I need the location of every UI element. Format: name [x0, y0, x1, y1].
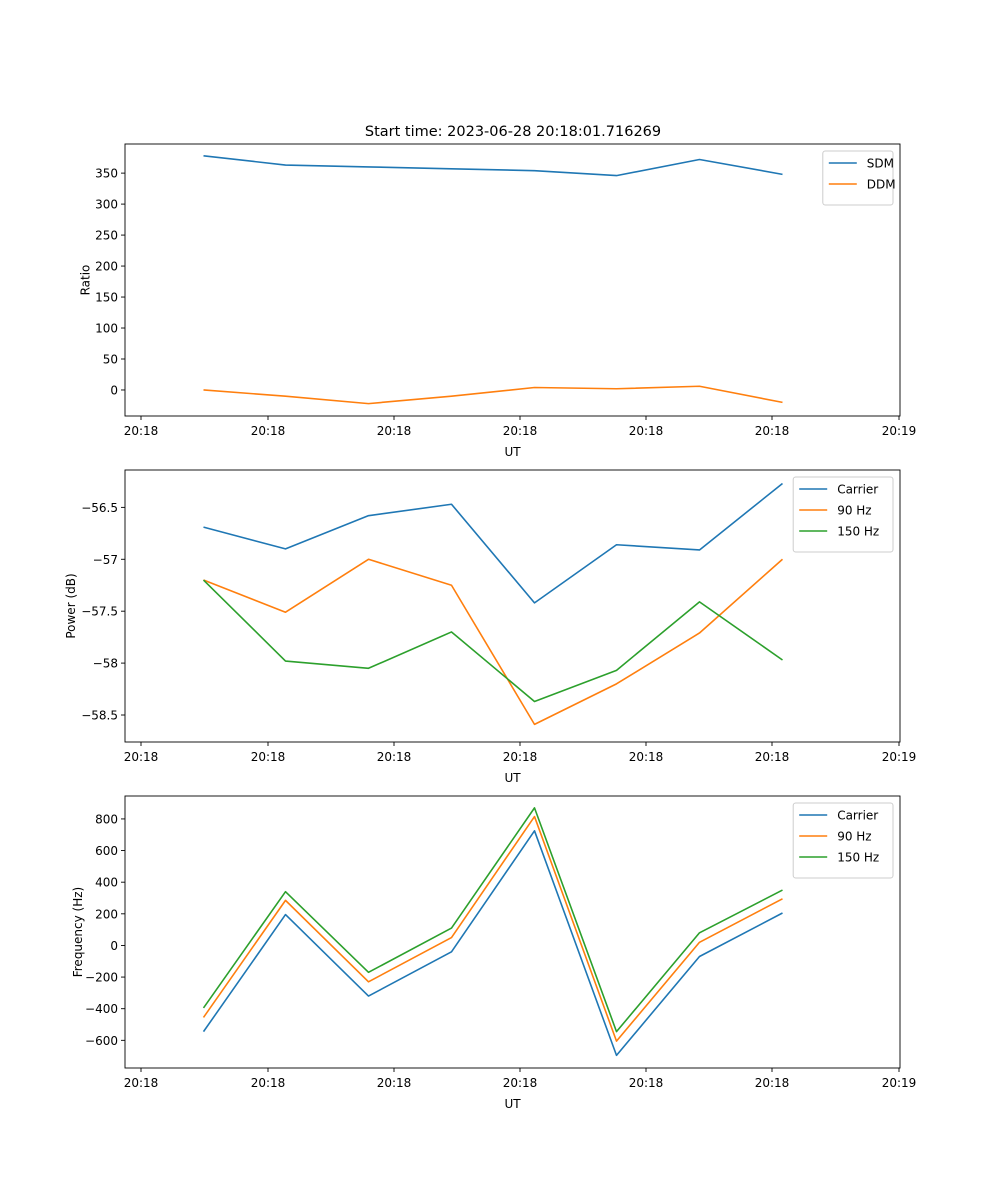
- series-line-carrier: [203, 482, 783, 604]
- x-tick-label: 20:18: [377, 424, 412, 438]
- y-tick-label: 200: [95, 907, 118, 921]
- y-tick-label: 400: [95, 876, 118, 890]
- legend-label: Carrier: [837, 483, 878, 497]
- legend-box: [822, 150, 894, 206]
- legend-label: Carrier: [837, 809, 878, 823]
- x-axis-label: UT: [504, 445, 521, 459]
- y-tick-label: 300: [95, 198, 118, 212]
- x-tick-label: 20:18: [629, 424, 664, 438]
- x-tick-label: 20:18: [503, 750, 538, 764]
- panel-3: 20:18 20:18 20:18 20:18 20:18 20:18 20:19 UT 800…: [71, 795, 917, 1111]
- y-tick-label: 600: [95, 844, 118, 858]
- y-axis-label: Power (dB): [64, 573, 78, 638]
- x-tick-label: 20:18: [503, 1076, 538, 1090]
- panel-2: 20:18 20:18 20:18 20:18 20:18 20:18 20:19 UT −56…: [64, 469, 917, 785]
- axes-frame: [124, 469, 901, 743]
- series-line-ddm: [203, 385, 783, 405]
- x-axis-label: UT: [504, 771, 521, 785]
- axes-frame: [124, 143, 901, 417]
- y-tick-label: 50: [103, 352, 118, 366]
- x-tick-label: 20:18: [251, 1076, 286, 1090]
- y-tick-label: 250: [95, 229, 118, 243]
- y-tick-label: −58: [93, 657, 118, 671]
- y-tick-label: −58.5: [81, 709, 118, 723]
- series-line-150-hz: [202, 807, 783, 1033]
- x-tick-label: 20:19: [882, 424, 917, 438]
- series-line-150-hz: [202, 579, 783, 703]
- y-axis-label: Frequency (Hz): [71, 887, 85, 978]
- x-tick-label: 20:18: [251, 424, 286, 438]
- y-tick-label: 150: [95, 291, 118, 305]
- panels: 20:18 20:18 20:18 20:18 20:18 20:18 20:19 UT 0 50…: [64, 143, 917, 1111]
- legend-label: SDM: [867, 157, 894, 171]
- legend: SDM DDM: [822, 150, 896, 206]
- legend-box: [792, 476, 894, 553]
- y-tick-label: −200: [85, 971, 118, 985]
- y-axis-label: Ratio: [78, 265, 92, 296]
- legend-label: 90 Hz: [837, 830, 871, 844]
- y-tick-label: 0: [110, 383, 118, 397]
- y-tick-label: −600: [85, 1034, 118, 1048]
- x-tick-label: 20:18: [124, 1076, 159, 1090]
- legend-label: 150 Hz: [837, 851, 879, 865]
- series-line-90-hz: [202, 815, 783, 1042]
- legend: Carrier 90 Hz 150 Hz: [792, 476, 894, 553]
- legend: Carrier 90 Hz 150 Hz: [792, 802, 894, 879]
- series-line-carrier: [202, 829, 783, 1057]
- legend-label: DDM: [867, 178, 896, 192]
- x-tick-label: 20:18: [755, 750, 790, 764]
- x-tick-label: 20:18: [377, 1076, 412, 1090]
- x-tick-label: 20:18: [755, 424, 790, 438]
- y-tick-label: 100: [95, 322, 118, 336]
- y-tick-label: −56.5: [81, 501, 118, 515]
- axes-frame: [124, 795, 901, 1069]
- x-tick-label: 20:18: [251, 750, 286, 764]
- x-tick-label: 20:18: [124, 750, 159, 764]
- x-tick-label: 20:18: [629, 750, 664, 764]
- x-tick-label: 20:19: [882, 750, 917, 764]
- series-line-90-hz: [203, 558, 784, 726]
- x-axis-label: UT: [504, 1097, 521, 1111]
- legend-box: [792, 802, 894, 879]
- panel-1: 20:18 20:18 20:18 20:18 20:18 20:18 20:19 UT 0 50…: [78, 143, 917, 459]
- y-tick-label: −57.5: [81, 605, 118, 619]
- x-tick-label: 20:18: [377, 750, 412, 764]
- y-tick-label: 350: [95, 167, 118, 181]
- y-tick-label: 200: [95, 260, 118, 274]
- x-tick-label: 20:18: [629, 1076, 664, 1090]
- legend-label: 150 Hz: [837, 525, 879, 539]
- x-tick-label: 20:19: [882, 1076, 917, 1090]
- y-tick-label: 0: [110, 939, 118, 953]
- x-tick-label: 20:18: [124, 424, 159, 438]
- y-tick-label: 800: [95, 812, 118, 826]
- series-line-sdm: [203, 154, 783, 177]
- y-tick-label: −57: [93, 553, 118, 567]
- x-tick-label: 20:18: [503, 424, 538, 438]
- y-tick-label: −400: [85, 1002, 118, 1016]
- legend-label: 90 Hz: [837, 504, 871, 518]
- figure-title: Start time: 2023-06-28 20:18:01.716269: [365, 124, 661, 140]
- x-tick-label: 20:18: [755, 1076, 790, 1090]
